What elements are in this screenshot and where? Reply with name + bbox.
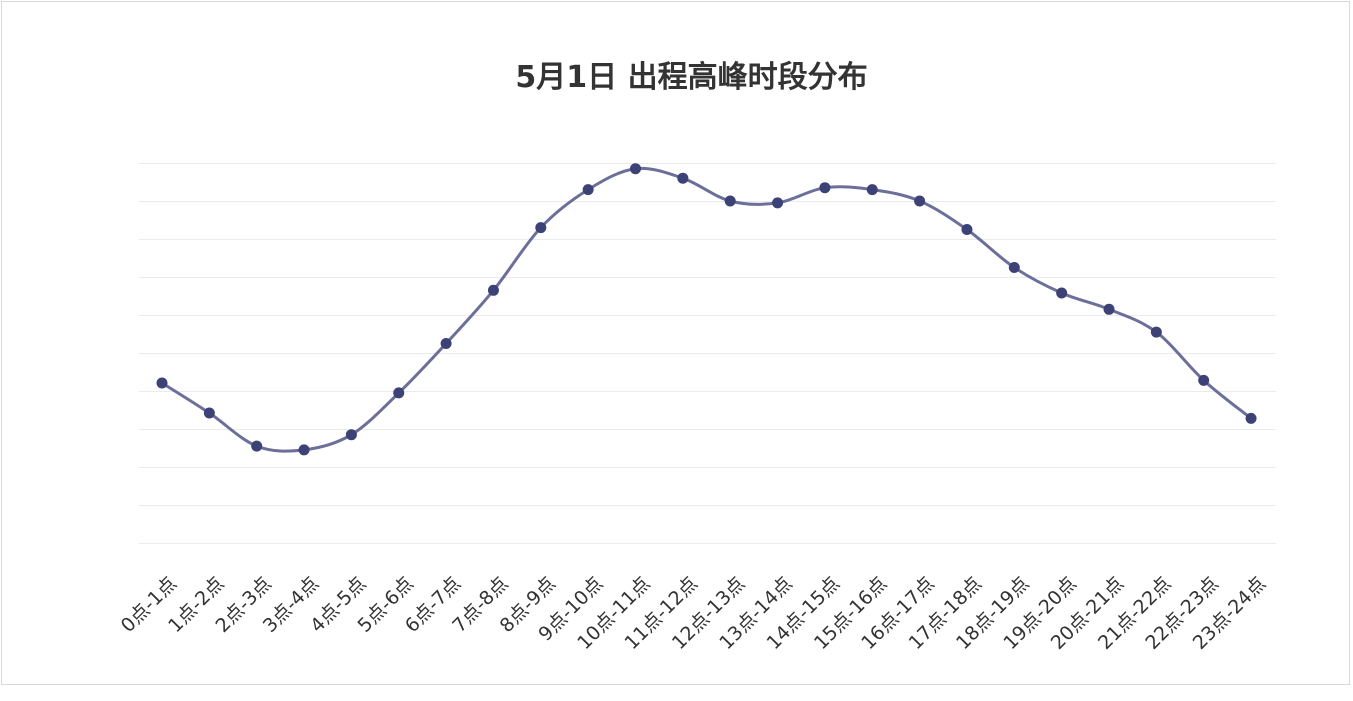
data-point — [866, 184, 878, 196]
data-point — [724, 195, 736, 207]
data-point — [1245, 412, 1257, 424]
chart-frame — [1, 1, 1350, 685]
data-point — [156, 377, 168, 389]
data-point — [961, 224, 973, 235]
data-point — [1198, 374, 1210, 386]
data-points — [156, 163, 1257, 456]
data-point — [630, 163, 641, 175]
data-point — [440, 338, 452, 349]
data-point — [1150, 326, 1162, 338]
data-point — [772, 197, 784, 209]
data-point — [298, 444, 310, 456]
data-point — [203, 407, 215, 419]
data-point — [1103, 303, 1115, 315]
series-line — [160, 166, 1253, 453]
data-point — [914, 195, 926, 207]
data-point — [1056, 287, 1068, 299]
data-point — [487, 284, 499, 296]
data-point — [393, 387, 405, 399]
x-axis-tick-labels: 0点-1点1点-2点2点-3点3点-4点4点-5点5点-6点6点-7点7点-8点… — [117, 573, 1270, 654]
data-point — [819, 182, 831, 194]
chart-title: 5月1日 出程高峰时段分布 — [515, 60, 868, 95]
data-point — [1008, 262, 1020, 273]
data-point — [582, 184, 594, 196]
data-point — [677, 172, 689, 184]
data-point — [251, 440, 263, 452]
gridlines — [139, 163, 1276, 544]
data-point — [535, 222, 547, 234]
data-point — [345, 429, 357, 441]
